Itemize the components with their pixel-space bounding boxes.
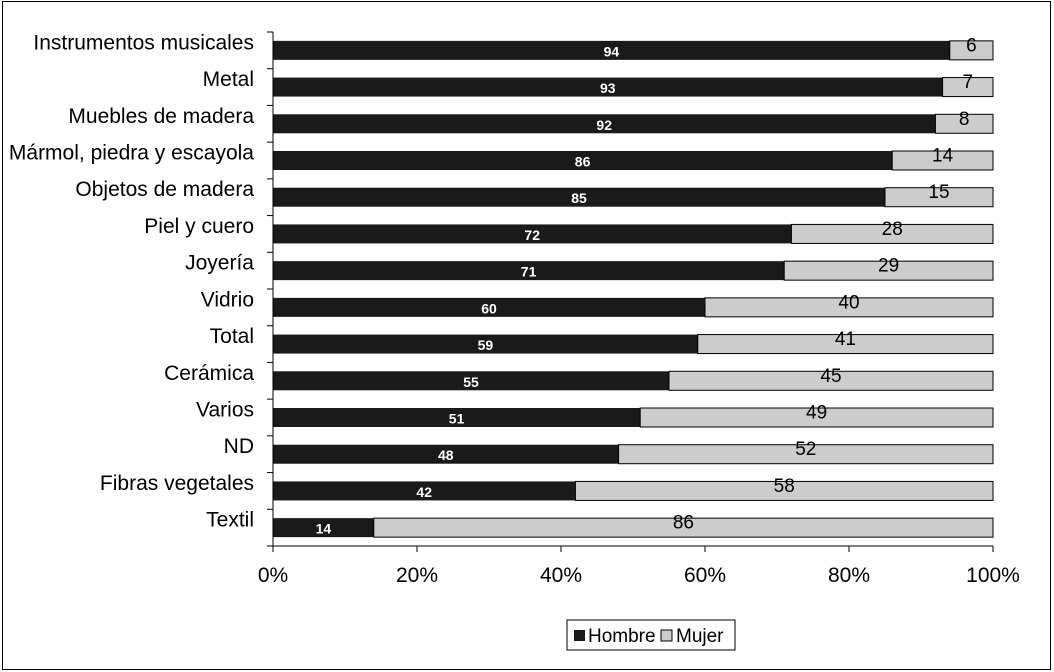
- bar-hombre: [273, 518, 374, 538]
- bar-mujer: [942, 77, 994, 98]
- data-label-hombre: 94: [604, 43, 620, 59]
- bar-mujer: [783, 260, 994, 281]
- category-label: Piel y cuero: [144, 215, 254, 238]
- bar-mujer: [949, 40, 994, 61]
- bar-mujer: [668, 370, 994, 391]
- data-label-mujer: 49: [806, 403, 827, 424]
- chart-svg: 94 6 Instrumentos musicales 93 7 Metal 92 8 Mueb…: [9, 31, 1020, 651]
- data-label-hombre: 51: [449, 411, 465, 427]
- data-label-mujer: 45: [820, 366, 841, 387]
- category-label: Textil: [206, 509, 254, 532]
- bar-hombre: [273, 187, 885, 207]
- data-label-mujer: 86: [673, 513, 694, 534]
- bar-mujer: [891, 150, 994, 171]
- bar-hombre: [273, 444, 619, 464]
- bar-hombre: [273, 114, 936, 134]
- legend-box: [566, 619, 736, 651]
- bar-hombre: [273, 77, 943, 97]
- bar-mujer: [790, 223, 994, 244]
- bar-mujer: [373, 517, 994, 538]
- category-label: Metal: [203, 68, 254, 91]
- bar-hombre: [273, 481, 576, 501]
- data-label-hombre: 59: [478, 337, 494, 353]
- data-label-hombre: 86: [575, 154, 591, 170]
- category-label: Joyería: [185, 252, 254, 275]
- x-tick-label: 0%: [258, 564, 288, 587]
- bar-mujer: [884, 187, 994, 208]
- data-label-hombre: 71: [521, 264, 537, 280]
- x-tick-label: 100%: [966, 564, 1020, 587]
- data-label-hombre: 93: [600, 80, 616, 96]
- category-label: Cerámica: [164, 362, 254, 385]
- legend-label-hombre: Hombre: [588, 626, 656, 647]
- bar-hombre: [273, 371, 669, 391]
- bar-hombre: [273, 297, 705, 317]
- category-label: Muebles de madera: [68, 105, 254, 128]
- data-label-mujer: 14: [932, 146, 954, 167]
- bar-hombre: [273, 408, 641, 427]
- bar-hombre: [273, 224, 792, 244]
- data-label-mujer: 7: [963, 72, 974, 93]
- data-label-hombre: 85: [571, 190, 587, 206]
- category-label: Fibras vegetales: [100, 472, 254, 495]
- category-label: Varios: [196, 399, 254, 422]
- category-label: Vidrio: [201, 288, 254, 311]
- bar-hombre: [273, 334, 698, 354]
- legend-label-mujer: Mujer: [676, 626, 724, 647]
- bar-hombre: [273, 40, 950, 60]
- x-tick-label: 80%: [828, 564, 870, 587]
- x-tick-label: 20%: [396, 564, 438, 587]
- data-label-hombre: 48: [438, 447, 454, 463]
- category-label: Total: [210, 325, 254, 348]
- data-label-hombre: 92: [596, 117, 612, 133]
- data-label-mujer: 40: [838, 292, 859, 313]
- data-label-mujer: 52: [795, 439, 816, 460]
- legend-swatch-hombre: [574, 630, 585, 641]
- legend-swatch-mujer: [660, 629, 673, 642]
- bar-mujer: [574, 480, 994, 501]
- bar-mujer: [639, 407, 994, 428]
- category-label: ND: [224, 435, 254, 458]
- bar-mujer: [704, 297, 994, 318]
- category-label: Objetos de madera: [75, 178, 254, 201]
- data-label-hombre: 14: [316, 521, 332, 537]
- x-tick-label: 40%: [540, 564, 582, 587]
- bar-mujer: [934, 113, 994, 134]
- data-label-mujer: 15: [928, 182, 949, 203]
- bar-hombre: [273, 261, 785, 281]
- data-label-hombre: 72: [524, 227, 540, 243]
- data-label-mujer: 41: [835, 329, 856, 350]
- data-label-mujer: 58: [774, 476, 795, 497]
- data-label-mujer: 28: [882, 219, 903, 240]
- bar-mujer: [618, 444, 994, 465]
- x-tick-label: 60%: [684, 564, 726, 587]
- bar-hombre: [273, 151, 893, 170]
- data-label-mujer: 8: [959, 109, 970, 130]
- data-label-hombre: 42: [416, 484, 432, 500]
- category-label: Mármol, piedra y escayola: [9, 142, 254, 165]
- bar-mujer: [697, 334, 994, 355]
- category-label: Instrumentos musicales: [33, 31, 254, 54]
- data-label-mujer: 29: [878, 256, 899, 277]
- data-label-mujer: 6: [966, 35, 977, 56]
- data-label-hombre: 60: [481, 300, 497, 316]
- data-label-hombre: 55: [463, 374, 479, 390]
